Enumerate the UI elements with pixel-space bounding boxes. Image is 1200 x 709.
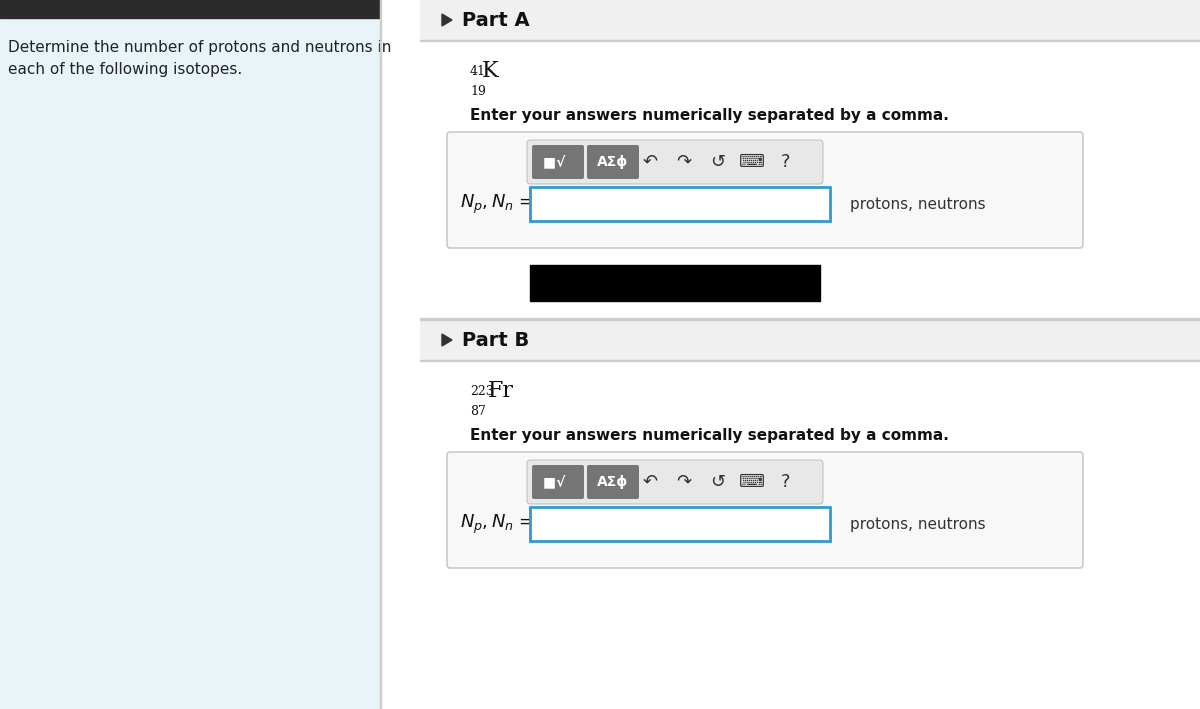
Text: protons, neutrons: protons, neutrons — [850, 516, 985, 532]
FancyBboxPatch shape — [587, 465, 640, 499]
Text: ?: ? — [781, 153, 791, 171]
Text: Fr: Fr — [488, 380, 514, 402]
Text: 87: 87 — [470, 405, 486, 418]
FancyBboxPatch shape — [587, 145, 640, 179]
Bar — [530, 507, 830, 541]
Polygon shape — [442, 14, 452, 26]
Text: ↺: ↺ — [710, 473, 726, 491]
FancyBboxPatch shape — [532, 145, 584, 179]
Text: Part B: Part B — [462, 330, 529, 350]
FancyBboxPatch shape — [446, 132, 1084, 248]
Text: ■√: ■√ — [544, 155, 572, 169]
Text: Determine the number of protons and neutrons in
each of the following isotopes.: Determine the number of protons and neut… — [8, 40, 391, 77]
Text: $N_p, N_n$ =: $N_p, N_n$ = — [460, 513, 534, 535]
Text: 19: 19 — [470, 85, 486, 98]
Text: ↷: ↷ — [677, 153, 691, 171]
Bar — [420, 360, 1200, 361]
FancyBboxPatch shape — [527, 140, 823, 184]
Text: protons, neutrons: protons, neutrons — [850, 196, 985, 211]
Text: ?: ? — [781, 473, 791, 491]
Text: ⌨: ⌨ — [739, 153, 766, 171]
Bar — [420, 318, 1200, 320]
Text: K: K — [482, 60, 499, 82]
Text: Enter your answers numerically separated by a comma.: Enter your answers numerically separated… — [470, 108, 949, 123]
Text: ↶: ↶ — [642, 473, 658, 491]
Text: Enter your answers numerically separated by a comma.: Enter your answers numerically separated… — [470, 428, 949, 443]
FancyBboxPatch shape — [527, 460, 823, 504]
Text: ⌨: ⌨ — [739, 473, 766, 491]
Text: 223: 223 — [470, 385, 493, 398]
Bar — [530, 187, 830, 221]
Polygon shape — [442, 334, 452, 346]
Text: ↶: ↶ — [642, 153, 658, 171]
Bar — [420, 320, 1200, 360]
Text: AΣϕ: AΣϕ — [598, 475, 629, 489]
Text: ↷: ↷ — [677, 473, 691, 491]
Text: AΣϕ: AΣϕ — [598, 155, 629, 169]
FancyBboxPatch shape — [446, 452, 1084, 568]
Text: ↺: ↺ — [710, 153, 726, 171]
Bar — [530, 265, 820, 301]
Bar — [0, 0, 380, 18]
Text: ■√: ■√ — [544, 475, 572, 489]
Text: 41: 41 — [470, 65, 486, 78]
Bar — [420, 40, 1200, 41]
Bar — [420, 0, 1200, 40]
Text: Part A: Part A — [462, 11, 529, 30]
Bar — [0, 18, 380, 709]
FancyBboxPatch shape — [532, 465, 584, 499]
Text: $N_p, N_n$ =: $N_p, N_n$ = — [460, 192, 534, 216]
